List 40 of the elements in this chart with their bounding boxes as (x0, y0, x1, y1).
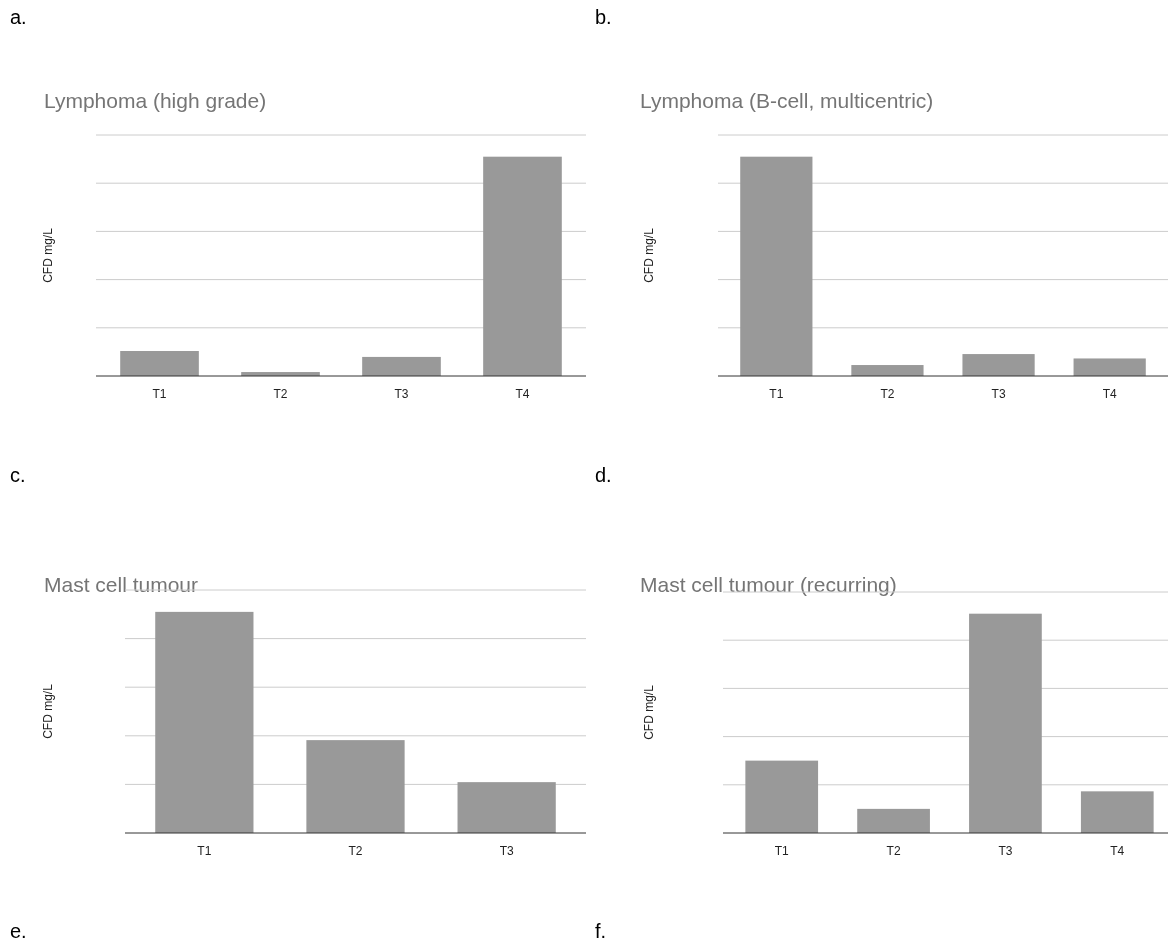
x-tick-label: T4 (1110, 844, 1125, 858)
bar (857, 808, 930, 833)
text: f. (595, 920, 607, 942)
bar (120, 351, 199, 376)
x-tick-label: T1 (152, 387, 167, 401)
x-tick-label: T2 (273, 387, 288, 401)
text: d. (595, 464, 612, 486)
y-axis-title: CFD mg/L (642, 227, 656, 283)
y-axis-title: CFD mg/L (41, 227, 55, 283)
chart-title: Lymphoma (B-cell, multicentric) (640, 89, 934, 112)
x-tick-label: T4 (515, 387, 530, 401)
bar (740, 156, 813, 376)
bar (745, 760, 819, 833)
bar (1073, 358, 1146, 376)
x-tick-label: T2 (880, 387, 895, 401)
text: c. (10, 464, 26, 486)
bar (969, 613, 1042, 833)
bar (483, 156, 562, 376)
x-tick-label: T2 (348, 844, 363, 858)
x-tick-label: T3 (394, 387, 409, 401)
text: b. (595, 6, 612, 28)
x-tick-label: T2 (886, 844, 901, 858)
bar (962, 354, 1035, 376)
x-tick-label: T1 (769, 387, 784, 401)
x-tick-label: T3 (998, 844, 1013, 858)
y-axis-title: CFD mg/L (41, 683, 55, 739)
x-tick-label: T4 (1102, 387, 1117, 401)
x-tick-label: T1 (774, 844, 790, 858)
x-tick-label: T3 (499, 844, 514, 858)
x-tick-label: T3 (991, 387, 1006, 401)
text: a. (10, 6, 27, 28)
y-axis-title: CFD mg/L (642, 684, 656, 740)
bar (362, 356, 441, 376)
text: e. (10, 920, 27, 942)
bar (851, 365, 924, 376)
chart-title: Mast cell tumour (44, 573, 199, 596)
chart-title: Lymphoma (high grade) (44, 89, 267, 112)
bar (1080, 791, 1154, 833)
chart-title: Mast cell tumour (recurring) (640, 573, 897, 596)
x-tick-label: T1 (197, 844, 212, 858)
